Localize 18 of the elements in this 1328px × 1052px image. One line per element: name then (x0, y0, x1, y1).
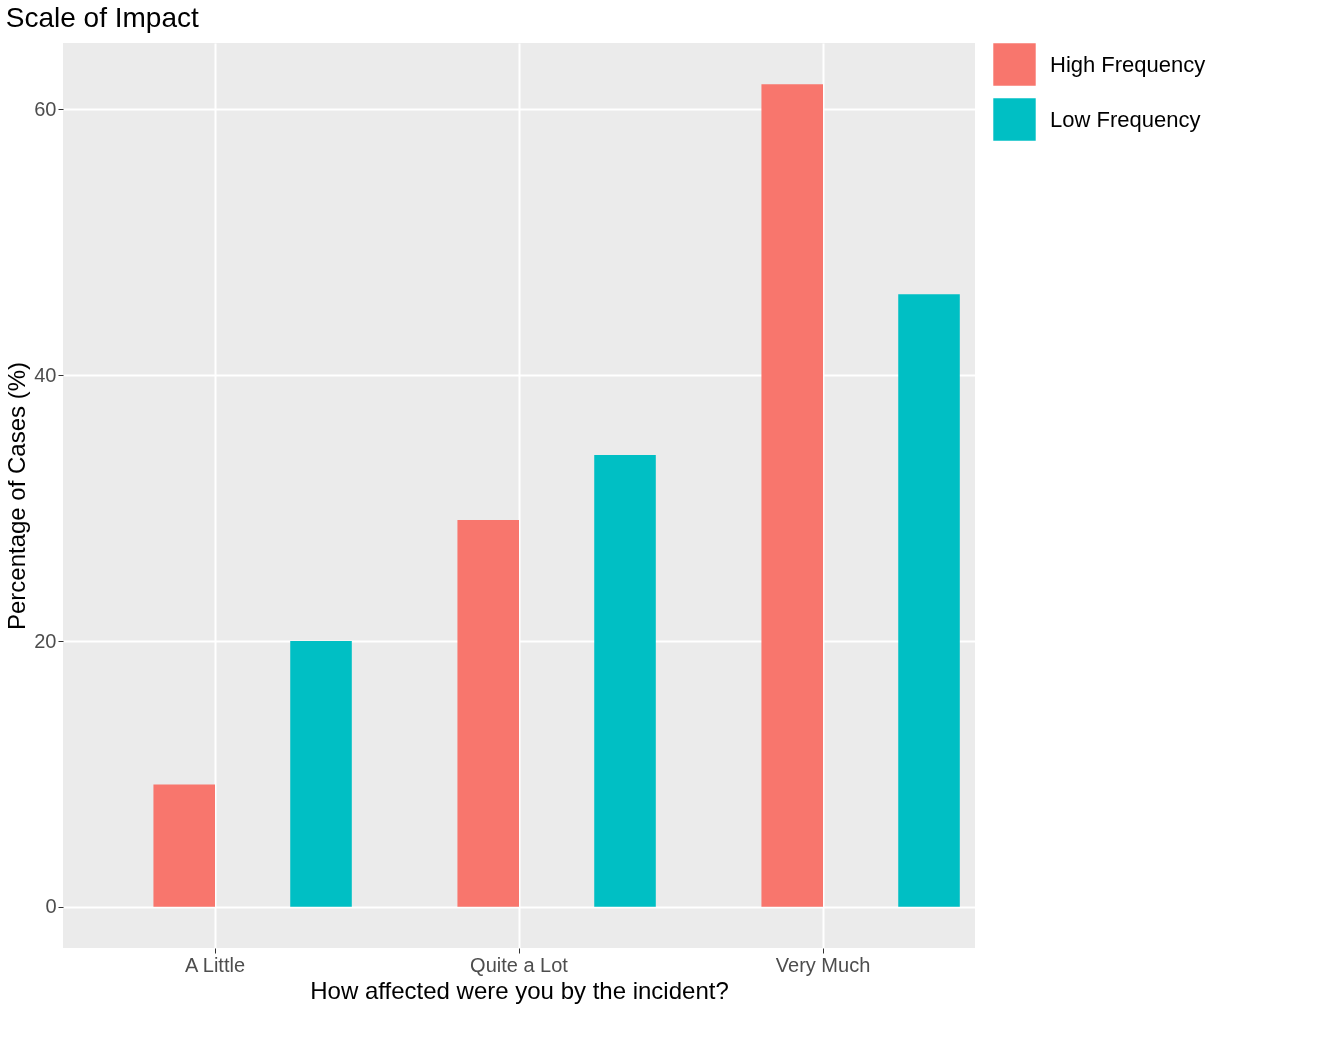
legend-label: Low Frequency (1050, 106, 1201, 132)
bar (761, 84, 823, 907)
chart-title: Scale of Impact (5, 2, 199, 33)
x-axis-title: How affected were you by the incident? (310, 976, 729, 1004)
y-tick-label: 20 (34, 629, 57, 652)
bar (898, 294, 960, 907)
x-tick-label: Quite a Lot (470, 953, 569, 976)
x-tick-label: Very Much (775, 953, 871, 976)
legend-label: High Frequency (1050, 51, 1206, 77)
y-axis-title: Percentage of Cases (%) (3, 361, 31, 631)
y-tick-label: 60 (34, 97, 57, 120)
bar (594, 454, 656, 907)
bar (457, 520, 519, 907)
x-tick-label: A Little (184, 953, 246, 976)
bar (153, 784, 215, 907)
bar (290, 641, 352, 907)
y-tick-label: 40 (34, 363, 57, 386)
y-tick-label: 0 (45, 895, 57, 918)
